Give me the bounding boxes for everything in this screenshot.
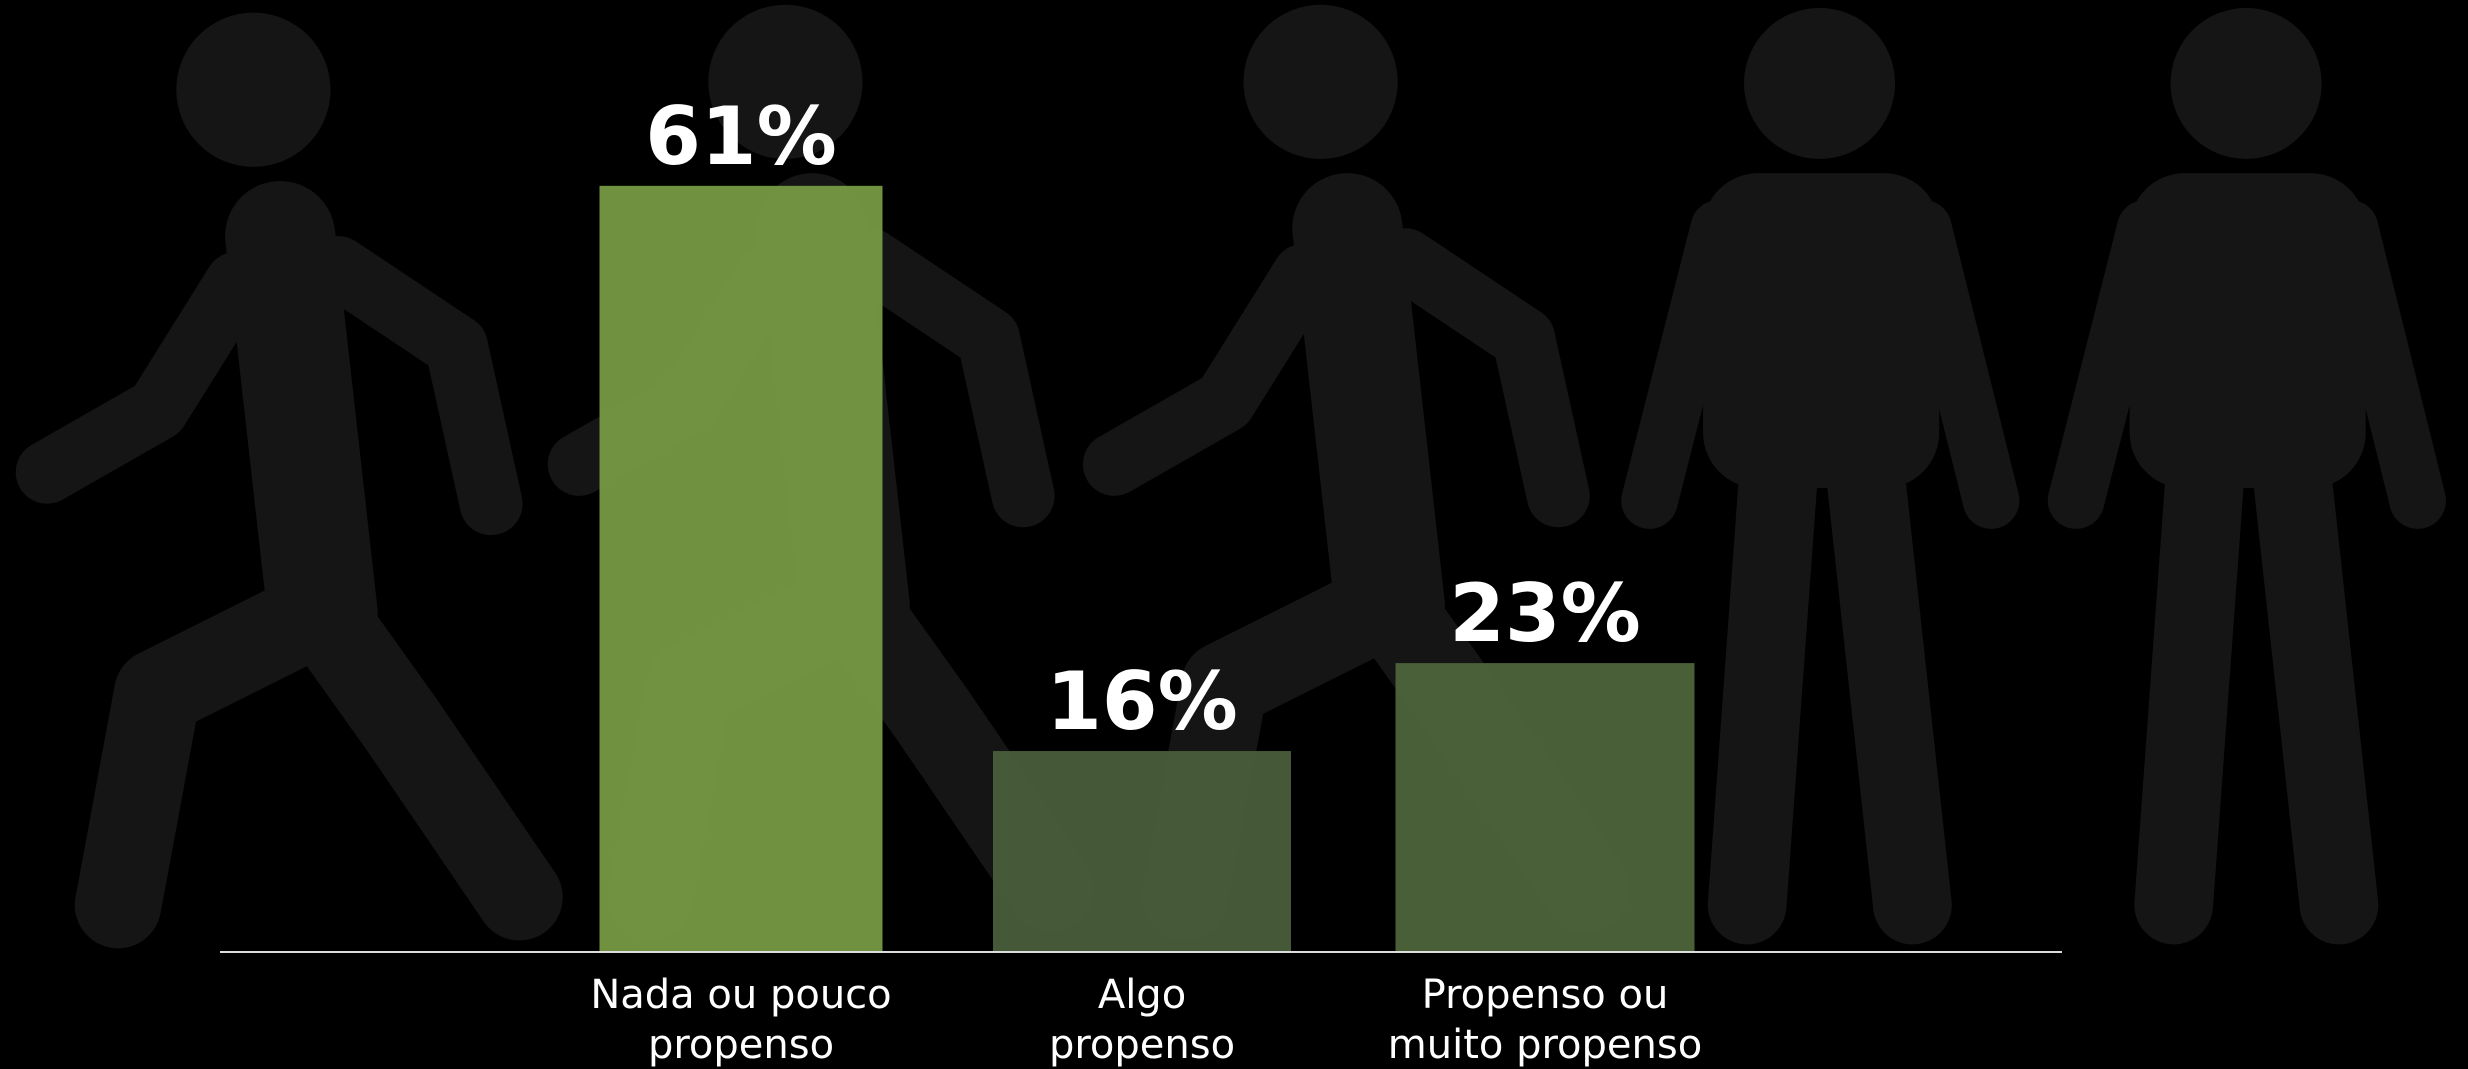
standing-figure bbox=[2076, 8, 2418, 905]
x-tick-label: Nada ou pouco propenso bbox=[571, 970, 911, 1069]
bars: 61% 16% 23% bbox=[600, 90, 1695, 952]
page: 61% 16% 23% Nada ou pouco propenso Algo pro… bbox=[0, 0, 2468, 1069]
chart: 61% 16% 23% bbox=[0, 0, 2468, 1069]
x-tick-label: Algo propenso bbox=[1032, 970, 1252, 1069]
value-label: 16% bbox=[1046, 655, 1237, 748]
walker bbox=[47, 13, 519, 905]
bar bbox=[993, 751, 1291, 952]
x-tick-label: Propenso ou muito propenso bbox=[1375, 970, 1715, 1069]
value-label: 23% bbox=[1449, 567, 1640, 660]
standing-figure bbox=[1650, 8, 1992, 905]
bar bbox=[600, 186, 883, 952]
bar bbox=[1396, 663, 1695, 952]
value-label: 61% bbox=[645, 90, 836, 183]
